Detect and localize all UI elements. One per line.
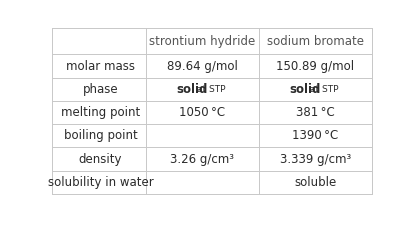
- Text: sodium bromate: sodium bromate: [267, 35, 364, 48]
- Text: 3.339 g/cm³: 3.339 g/cm³: [280, 153, 351, 166]
- Text: at STP: at STP: [197, 85, 225, 94]
- Text: solubility in water: solubility in water: [47, 176, 153, 189]
- Text: 3.26 g/cm³: 3.26 g/cm³: [171, 153, 235, 166]
- Text: 1390 °C: 1390 °C: [292, 129, 338, 142]
- Text: strontium hydride: strontium hydride: [149, 35, 256, 48]
- Text: 150.89 g/mol: 150.89 g/mol: [276, 59, 354, 73]
- Text: 89.64 g/mol: 89.64 g/mol: [167, 59, 238, 73]
- Text: 1050 °C: 1050 °C: [179, 106, 225, 119]
- Text: phase: phase: [83, 83, 118, 96]
- Text: solid: solid: [290, 83, 321, 96]
- Text: boiling point: boiling point: [64, 129, 137, 142]
- Text: density: density: [79, 153, 122, 166]
- Text: molar mass: molar mass: [66, 59, 135, 73]
- Text: soluble: soluble: [294, 176, 336, 189]
- Text: 381 °C: 381 °C: [296, 106, 335, 119]
- Text: melting point: melting point: [61, 106, 140, 119]
- Text: solid: solid: [177, 83, 208, 96]
- Text: at STP: at STP: [310, 85, 339, 94]
